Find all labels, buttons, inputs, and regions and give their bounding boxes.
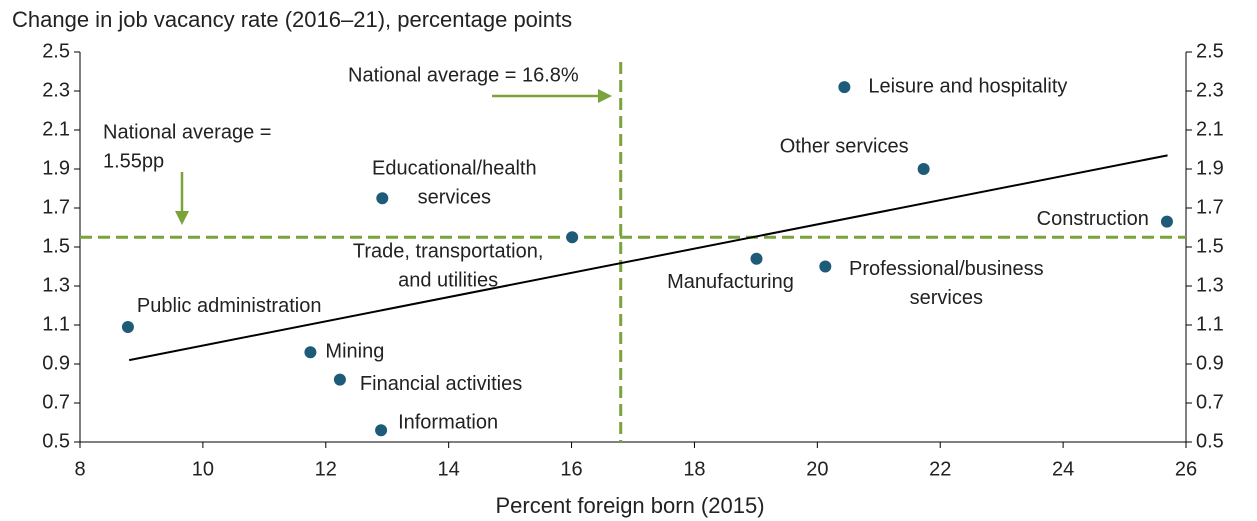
point-label: Public administration bbox=[137, 295, 322, 317]
point bbox=[1160, 215, 1173, 228]
x-tick-label: 26 bbox=[1175, 458, 1197, 480]
x-tick-label: 10 bbox=[192, 458, 214, 480]
y-tick-label: 1.5 bbox=[42, 235, 70, 257]
point-label: Professional/business bbox=[849, 258, 1044, 280]
point bbox=[750, 252, 763, 265]
y2-tick-label: 2.1 bbox=[1196, 118, 1224, 140]
point-label: Information bbox=[398, 412, 498, 434]
y2-tick-label: 1.9 bbox=[1196, 157, 1224, 179]
x-tick-label: 16 bbox=[560, 458, 582, 480]
point-label: Leisure and hospitality bbox=[868, 75, 1067, 97]
x-tick-label: 22 bbox=[929, 458, 951, 480]
point bbox=[819, 260, 832, 273]
y2-tick-label: 1.7 bbox=[1196, 196, 1224, 218]
y-tick-label: 0.5 bbox=[42, 430, 70, 452]
y2-tick-label: 2.3 bbox=[1196, 79, 1224, 101]
chart-title: Change in job vacancy rate (2016–21), pe… bbox=[12, 7, 572, 32]
point-label: Construction bbox=[1037, 208, 1149, 230]
y-tick-label: 2.1 bbox=[42, 118, 70, 140]
x-axis-label: Percent foreign born (2015) bbox=[495, 493, 764, 518]
annotation: National average = 16.8% bbox=[348, 64, 579, 86]
x-tick-label: 20 bbox=[806, 458, 828, 480]
y2-tick-label: 0.5 bbox=[1196, 430, 1224, 452]
annotation: 1.55pp bbox=[103, 150, 164, 172]
y2-tick-label: 1.1 bbox=[1196, 313, 1224, 335]
x-tick-label: 8 bbox=[74, 458, 85, 480]
point-label: Trade, transportation, bbox=[353, 241, 543, 263]
point bbox=[333, 373, 346, 386]
point bbox=[566, 231, 579, 244]
y2-tick-label: 1.3 bbox=[1196, 274, 1224, 296]
x-tick-label: 18 bbox=[683, 458, 705, 480]
point bbox=[838, 81, 851, 94]
y-tick-label: 2.5 bbox=[42, 40, 70, 62]
trend-line bbox=[128, 154, 1168, 362]
arrowhead bbox=[175, 211, 189, 225]
point-label: Educational/health bbox=[372, 158, 537, 180]
x-tick-label: 12 bbox=[315, 458, 337, 480]
point bbox=[304, 346, 317, 359]
point bbox=[121, 320, 134, 333]
y2-tick-label: 0.9 bbox=[1196, 352, 1224, 374]
annotation: National average = bbox=[103, 121, 271, 143]
y-tick-label: 0.7 bbox=[42, 391, 70, 413]
y-tick-label: 2.3 bbox=[42, 79, 70, 101]
y2-tick-label: 1.5 bbox=[1196, 235, 1224, 257]
point bbox=[376, 192, 389, 205]
y-tick-label: 0.9 bbox=[42, 352, 70, 374]
point bbox=[917, 163, 930, 175]
y-tick-label: 1.9 bbox=[42, 157, 70, 179]
y2-tick-label: 2.5 bbox=[1196, 40, 1224, 62]
point-label: services bbox=[910, 287, 983, 309]
y-tick-label: 1.1 bbox=[42, 313, 70, 335]
point-label: and utilities bbox=[398, 270, 498, 292]
x-tick-label: 24 bbox=[1052, 458, 1074, 480]
arrowhead bbox=[598, 89, 612, 103]
point-label: Mining bbox=[325, 341, 384, 363]
point-label: Manufacturing bbox=[667, 271, 794, 293]
point bbox=[375, 424, 388, 437]
x-tick-label: 14 bbox=[438, 458, 460, 480]
y2-tick-label: 0.7 bbox=[1196, 391, 1224, 413]
point-label: Financial activities bbox=[360, 373, 522, 395]
y-tick-label: 1.7 bbox=[42, 196, 70, 218]
point-label: Other services bbox=[780, 135, 909, 157]
y-tick-label: 1.3 bbox=[42, 274, 70, 296]
point-label: services bbox=[418, 187, 491, 209]
